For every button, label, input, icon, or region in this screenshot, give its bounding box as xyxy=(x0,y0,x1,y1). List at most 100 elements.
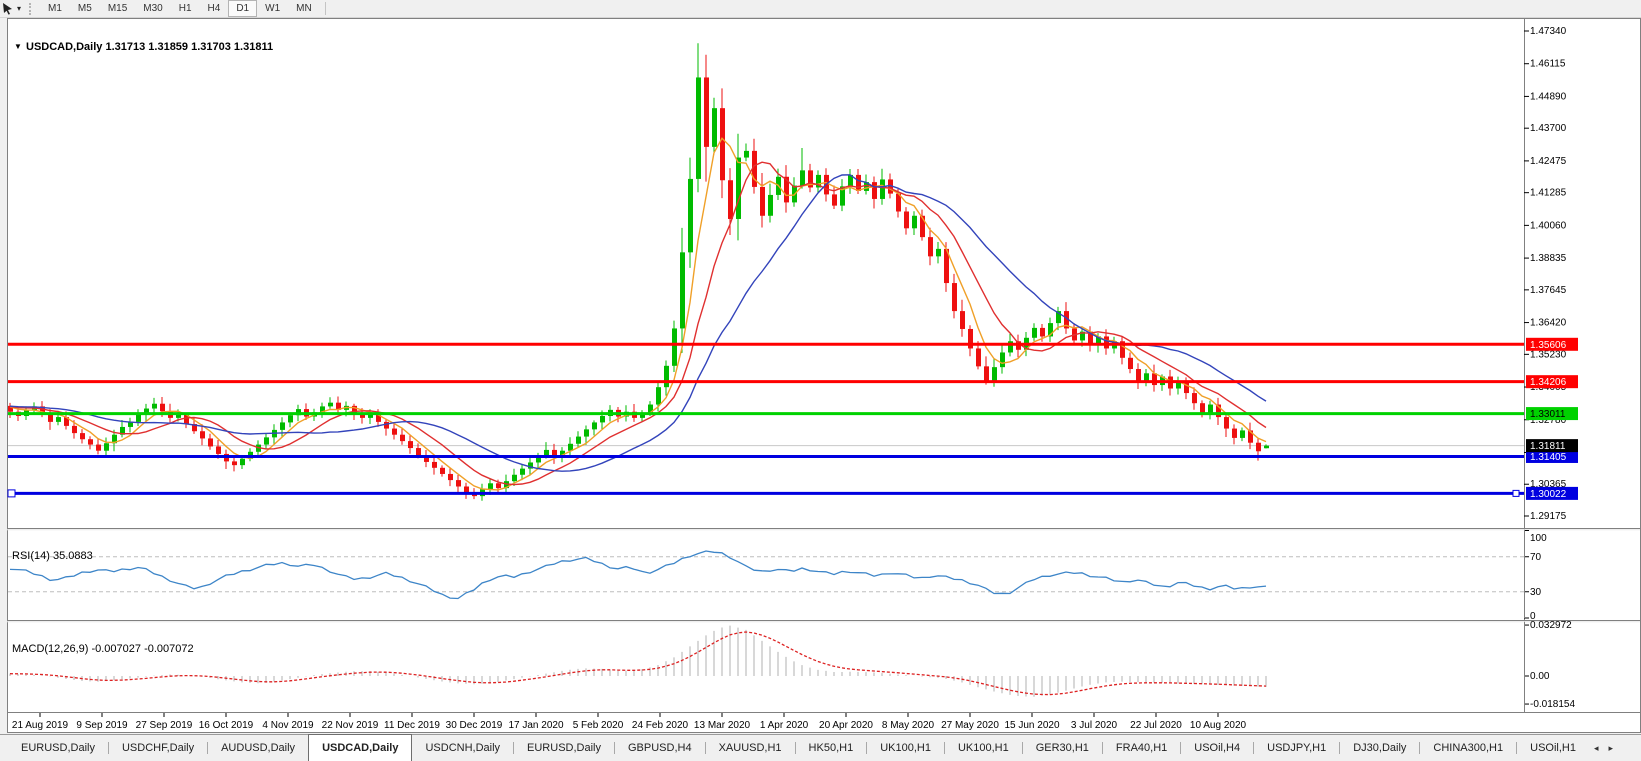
chart-tab-HK50-H1[interactable]: HK50,H1 xyxy=(808,742,854,754)
tab-separator xyxy=(207,742,209,754)
date-label: 20 Apr 2020 xyxy=(819,720,873,731)
tab-separator xyxy=(704,742,706,754)
svg-text:-0.018154: -0.018154 xyxy=(1530,699,1575,710)
date-label: 24 Feb 2020 xyxy=(632,720,689,731)
timeframe-button-H1[interactable]: H1 xyxy=(178,3,192,14)
timeframe-button-W1[interactable]: W1 xyxy=(265,3,281,14)
date-label: 17 Jan 2020 xyxy=(508,720,563,731)
date-label: 1 Apr 2020 xyxy=(760,720,809,731)
chart-tab-USOil-H4[interactable]: USOil,H4 xyxy=(1194,742,1241,754)
tabbar-pad xyxy=(0,735,8,761)
timeframe-button-H4[interactable]: H4 xyxy=(207,3,221,14)
tab-separator xyxy=(1516,742,1518,754)
svg-text:1.43700: 1.43700 xyxy=(1530,123,1567,134)
tab-separator xyxy=(943,742,945,754)
tab-separator xyxy=(1021,742,1023,754)
svg-text:1.31811: 1.31811 xyxy=(1530,441,1566,452)
chart-tab-UK100-H1[interactable]: UK100,H1 xyxy=(957,742,1009,754)
tab-separator xyxy=(1253,742,1255,754)
chart-tab-EURUSD-Daily[interactable]: EURUSD,Daily xyxy=(21,742,95,754)
svg-text:1.35606: 1.35606 xyxy=(1530,340,1567,351)
rsi-line xyxy=(9,550,1267,600)
svg-text:1.34206: 1.34206 xyxy=(1530,377,1567,388)
tab-separator xyxy=(1180,742,1182,754)
svg-text:1.40060: 1.40060 xyxy=(1530,220,1567,231)
date-label: 4 Nov 2019 xyxy=(262,720,314,731)
timeframe-button-M30[interactable]: M30 xyxy=(143,3,163,14)
line-handle-left[interactable] xyxy=(7,489,16,498)
tab-scroll-left[interactable]: ◂ xyxy=(1593,742,1599,753)
date-label: 27 Sep 2019 xyxy=(136,720,193,731)
tab-separator xyxy=(614,742,615,754)
svg-text:1.35230: 1.35230 xyxy=(1530,349,1567,360)
timeframe-button-M15[interactable]: M15 xyxy=(107,3,128,14)
svg-text:100: 100 xyxy=(1530,533,1547,544)
chart-tab-USDCHF-Daily[interactable]: USDCHF,Daily xyxy=(121,742,195,754)
macd-signal-line xyxy=(9,631,1267,696)
toolbar-separator xyxy=(324,2,326,15)
tab-separator xyxy=(1101,742,1103,754)
timeframe-button-MN[interactable]: MN xyxy=(296,3,312,14)
date-label: 9 Sep 2019 xyxy=(76,720,128,731)
date-label: 10 Aug 2020 xyxy=(1190,720,1247,731)
chart-tabs: EURUSD,Daily USDCHF,Daily AUDUSD,Daily USDC… xyxy=(8,734,1589,761)
chart-tab-AUDUSD-Daily[interactable]: AUDUSD,Daily xyxy=(221,742,296,754)
chart-tab-GER30-H1[interactable]: GER30,H1 xyxy=(1035,742,1089,754)
date-label: 13 Mar 2020 xyxy=(694,720,751,731)
chart-tab-CHINA300-H1[interactable]: CHINA300,H1 xyxy=(1433,742,1504,754)
svg-text:0.00: 0.00 xyxy=(1530,671,1550,682)
svg-text:1.29175: 1.29175 xyxy=(1530,511,1567,522)
svg-text:30: 30 xyxy=(1530,587,1542,598)
svg-text:0: 0 xyxy=(1530,611,1536,622)
date-label: 22 Nov 2019 xyxy=(322,720,379,731)
chart-tab-FRA40-H1[interactable]: FRA40,H1 xyxy=(1115,742,1168,754)
symbol-collapse-caret[interactable]: ▼ xyxy=(14,42,22,51)
svg-text:0.032972: 0.032972 xyxy=(1530,620,1572,631)
date-label: 11 Dec 2019 xyxy=(384,720,440,731)
chart-tab-XAUUSD-H1[interactable]: XAUUSD,H1 xyxy=(718,742,782,754)
chart-tab-USOil-H1[interactable]: USOil,H1 xyxy=(1530,742,1576,754)
chart-tab-UK100-H1[interactable]: UK100,H1 xyxy=(880,742,931,754)
svg-text:1.44890: 1.44890 xyxy=(1530,91,1567,102)
chart-tab-DJ30-Daily[interactable]: DJ30,Daily xyxy=(1353,742,1407,754)
timeframe-button-M1[interactable]: M1 xyxy=(48,3,62,14)
svg-text:1.41285: 1.41285 xyxy=(1530,188,1567,199)
svg-text:1.36420: 1.36420 xyxy=(1530,318,1567,329)
date-label: 5 Feb 2020 xyxy=(573,720,624,731)
tab-scroll-right[interactable]: ▸ xyxy=(1608,742,1614,753)
timeframe-button-D1[interactable]: D1 xyxy=(228,0,258,17)
chart-canvas[interactable]: 1.47340 1.46115 1.44890 1.43700 1.42475 1.412… xyxy=(0,18,1641,734)
chart-tab-USDCNH-Daily[interactable]: USDCNH,Daily xyxy=(425,742,501,754)
svg-text:1.42475: 1.42475 xyxy=(1530,156,1567,167)
tab-separator xyxy=(513,742,515,754)
chart-title: USDCAD,Daily 1.31713 1.31859 1.31703 1.3… xyxy=(26,41,273,53)
tab-separator xyxy=(794,742,796,754)
chart-tab-USDJPY-H1[interactable]: USDJPY,H1 xyxy=(1267,742,1327,754)
tab-separator xyxy=(1419,742,1421,754)
toolbar-grip xyxy=(29,2,36,15)
date-label: 30 Dec 2019 xyxy=(446,720,503,731)
chart-tab-EURUSD-Daily[interactable]: EURUSD,Daily xyxy=(527,742,601,754)
date-label: 21 Aug 2019 xyxy=(12,720,69,731)
date-label: 3 Jul 2020 xyxy=(1071,720,1118,731)
svg-text:1.31405: 1.31405 xyxy=(1530,452,1567,463)
tool-dropdown-caret[interactable]: ▾ xyxy=(17,4,22,13)
tab-separator xyxy=(866,742,868,754)
date-label: 22 Jul 2020 xyxy=(1130,720,1182,731)
date-label: 8 May 2020 xyxy=(882,720,935,731)
svg-text:1.32780: 1.32780 xyxy=(1530,415,1567,426)
chart-tab-bar: EURUSD,Daily USDCHF,Daily AUDUSD,Daily USDC… xyxy=(0,734,1641,761)
svg-text:1.38835: 1.38835 xyxy=(1530,253,1567,264)
timeframe-toolbar: ▾ M1 M5 M15 M30 H1 H4 D1 W1 MN xyxy=(0,0,1641,18)
timeframe-buttons: M1 M5 M15 M30 H1 H4 D1 W1 MN xyxy=(40,0,320,17)
svg-text:1.33011: 1.33011 xyxy=(1530,409,1566,420)
macd-histogram xyxy=(9,625,1267,697)
line-handle-right[interactable] xyxy=(1512,489,1520,497)
chart-tab-USDCAD-Daily[interactable]: USDCAD,Daily xyxy=(308,734,413,761)
svg-text:1.30365: 1.30365 xyxy=(1530,479,1567,490)
chart-tab-GBPUSD-H4[interactable]: GBPUSD,H4 xyxy=(628,742,692,754)
date-label: 16 Oct 2019 xyxy=(199,720,254,731)
cursor-tool-icon[interactable] xyxy=(1,2,15,15)
svg-text:1.46115: 1.46115 xyxy=(1530,59,1566,70)
timeframe-button-M5[interactable]: M5 xyxy=(77,3,92,14)
